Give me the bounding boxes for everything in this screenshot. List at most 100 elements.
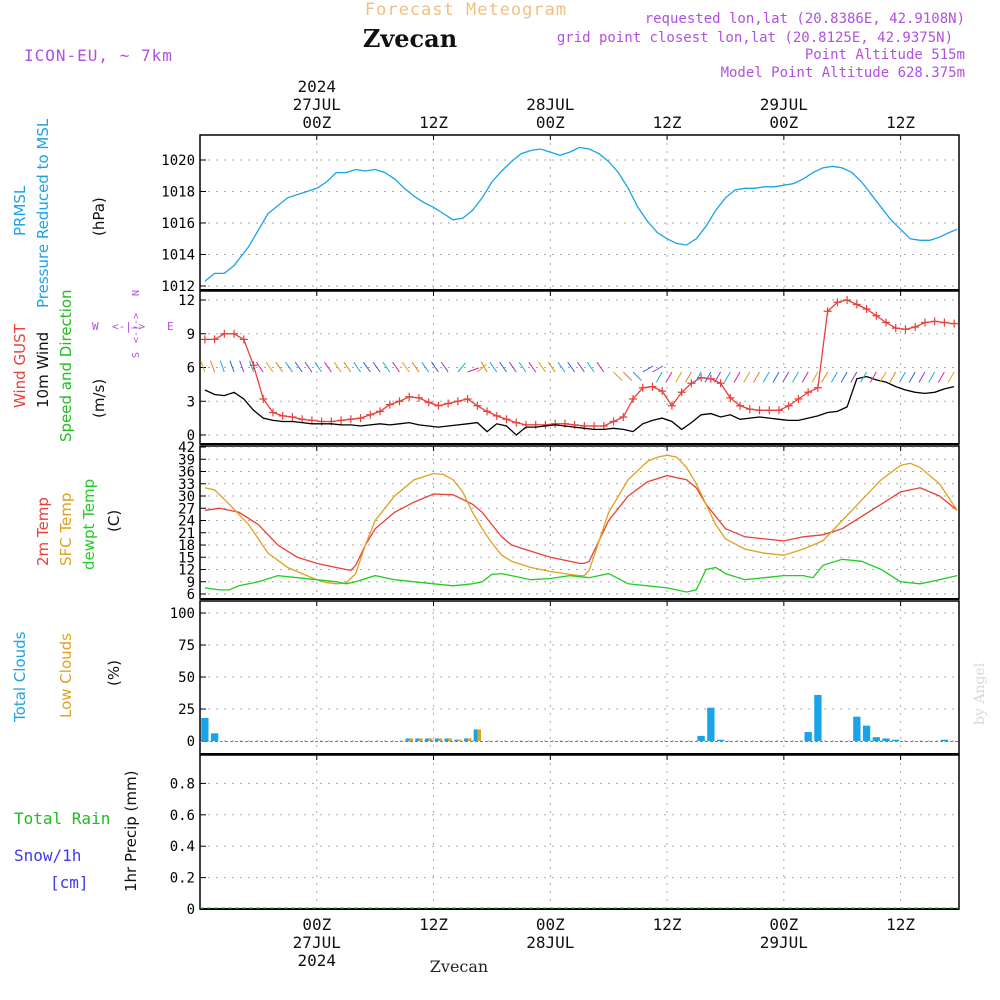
wind-arrow bbox=[401, 361, 410, 373]
y-tick-label: 12 bbox=[178, 563, 195, 579]
wind-arrow bbox=[850, 371, 858, 383]
wind-arrow bbox=[899, 371, 906, 383]
wind-arrow bbox=[714, 371, 722, 383]
cloud-bar bbox=[892, 739, 900, 741]
wind-arrow bbox=[314, 361, 323, 373]
y-tick-label: 1012 bbox=[161, 279, 195, 295]
wind-arrow bbox=[353, 361, 361, 373]
cloud-bar bbox=[707, 707, 715, 741]
temp-label-unit: (C) bbox=[105, 510, 123, 532]
wind-arrow bbox=[219, 360, 225, 373]
gust-marker bbox=[882, 318, 891, 327]
wind-arrow bbox=[480, 361, 488, 373]
wind-arrow bbox=[879, 371, 887, 383]
y-tick-label: 0.4 bbox=[170, 839, 195, 855]
time-label-top: 12Z bbox=[419, 113, 448, 132]
cloud-label-total: Total Clouds bbox=[11, 631, 29, 723]
panel-frame bbox=[199, 134, 960, 291]
gust-marker bbox=[220, 329, 229, 338]
gust-marker bbox=[687, 379, 696, 388]
wind-arrow bbox=[782, 371, 790, 383]
cloud-bar bbox=[454, 739, 462, 741]
gust-marker bbox=[901, 325, 910, 334]
temp-label-2m: 2m Temp bbox=[34, 497, 52, 566]
time-label-bottom: 00Z bbox=[769, 915, 798, 934]
cloud-bar bbox=[716, 739, 725, 741]
cloud-bar bbox=[467, 738, 472, 741]
time-label-top: 12Z bbox=[653, 113, 682, 132]
wind-arrow bbox=[285, 361, 293, 373]
y-tick-label: 75 bbox=[178, 638, 195, 654]
cloud-bar bbox=[409, 738, 413, 741]
wind-arrow bbox=[733, 371, 741, 383]
gust-marker bbox=[492, 411, 501, 420]
wind-arrow bbox=[830, 371, 838, 383]
cloud-bar bbox=[438, 738, 443, 741]
wind-arrow bbox=[947, 371, 955, 383]
gust-marker bbox=[950, 319, 959, 328]
precip-legend-cm: [cm] bbox=[50, 873, 89, 892]
wind-arrow bbox=[294, 361, 303, 373]
y-tick-label: 6 bbox=[187, 361, 195, 377]
y-tick-label: 0 bbox=[187, 734, 195, 750]
requested-coords: requested lon,lat (20.8386E, 42.9108N) bbox=[645, 11, 965, 27]
temperature-labels: 2m Temp SFC Temp dewpt Temp (C) bbox=[34, 479, 123, 570]
wind-arrow bbox=[772, 371, 780, 383]
wind-arrow bbox=[440, 361, 449, 373]
temp-label-sfc: SFC Temp bbox=[57, 493, 75, 566]
cloud-bar bbox=[853, 716, 861, 741]
wind-arrow bbox=[528, 361, 537, 373]
gust-marker bbox=[726, 393, 735, 402]
y-tick-label: 25 bbox=[178, 702, 195, 718]
wind-arrow bbox=[704, 371, 712, 383]
wind-arrow bbox=[655, 371, 663, 383]
gust-marker bbox=[473, 401, 482, 410]
gust-marker bbox=[356, 414, 365, 423]
series-line-wind-gust bbox=[204, 299, 955, 427]
gust-marker bbox=[833, 298, 842, 307]
wind-arrow bbox=[694, 371, 702, 383]
credit-watermark: by Angel bbox=[972, 662, 988, 725]
y-tick-label: 39 bbox=[178, 452, 195, 468]
time-label-bottom: 00Z bbox=[536, 915, 565, 934]
model-altitude: Model Point Altitude 628.375m bbox=[721, 65, 965, 81]
y-tick-label: 21 bbox=[178, 526, 195, 542]
wind-label-gust: Wind GUST bbox=[11, 323, 29, 408]
panel-wind: 0 3 6 9 12 bbox=[178, 290, 960, 445]
wind-arrow bbox=[547, 361, 556, 373]
gust-marker bbox=[609, 417, 618, 426]
y-tick-label: 50 bbox=[178, 670, 195, 686]
wind-arrow bbox=[372, 361, 381, 373]
cloud-bar bbox=[448, 738, 452, 741]
wind-arrow bbox=[508, 361, 517, 373]
wind-arrow bbox=[567, 361, 576, 373]
wind-arrow bbox=[642, 365, 654, 373]
wind-arrow bbox=[821, 371, 829, 383]
cloud-bar bbox=[697, 735, 705, 741]
wind-arrow bbox=[382, 361, 391, 373]
time-label-top: 12Z bbox=[886, 113, 915, 132]
cloud-bar bbox=[940, 739, 949, 741]
wind-arrow bbox=[596, 361, 605, 373]
time-label-top: 27JUL bbox=[293, 95, 341, 114]
gust-marker bbox=[541, 420, 550, 429]
gust-marker bbox=[784, 401, 793, 410]
y-tick-label: 1020 bbox=[161, 153, 195, 169]
gust-marker bbox=[502, 415, 511, 424]
cloud-bar bbox=[862, 725, 871, 741]
wind-arrow bbox=[632, 371, 642, 381]
gust-marker bbox=[337, 416, 346, 425]
wind-arrow bbox=[557, 361, 566, 373]
time-label-bottom: 27JUL bbox=[293, 933, 341, 952]
wind-arrow bbox=[665, 371, 673, 383]
point-altitude: Point Altitude 515m bbox=[805, 47, 965, 63]
y-tick-label: 36 bbox=[178, 465, 195, 481]
y-tick-label: 0.8 bbox=[170, 776, 195, 792]
gust-marker bbox=[920, 318, 929, 327]
gust-marker bbox=[619, 413, 628, 421]
time-label-top: 00Z bbox=[536, 113, 565, 132]
cloud-bar bbox=[457, 739, 462, 741]
wind-arrow bbox=[908, 371, 916, 383]
